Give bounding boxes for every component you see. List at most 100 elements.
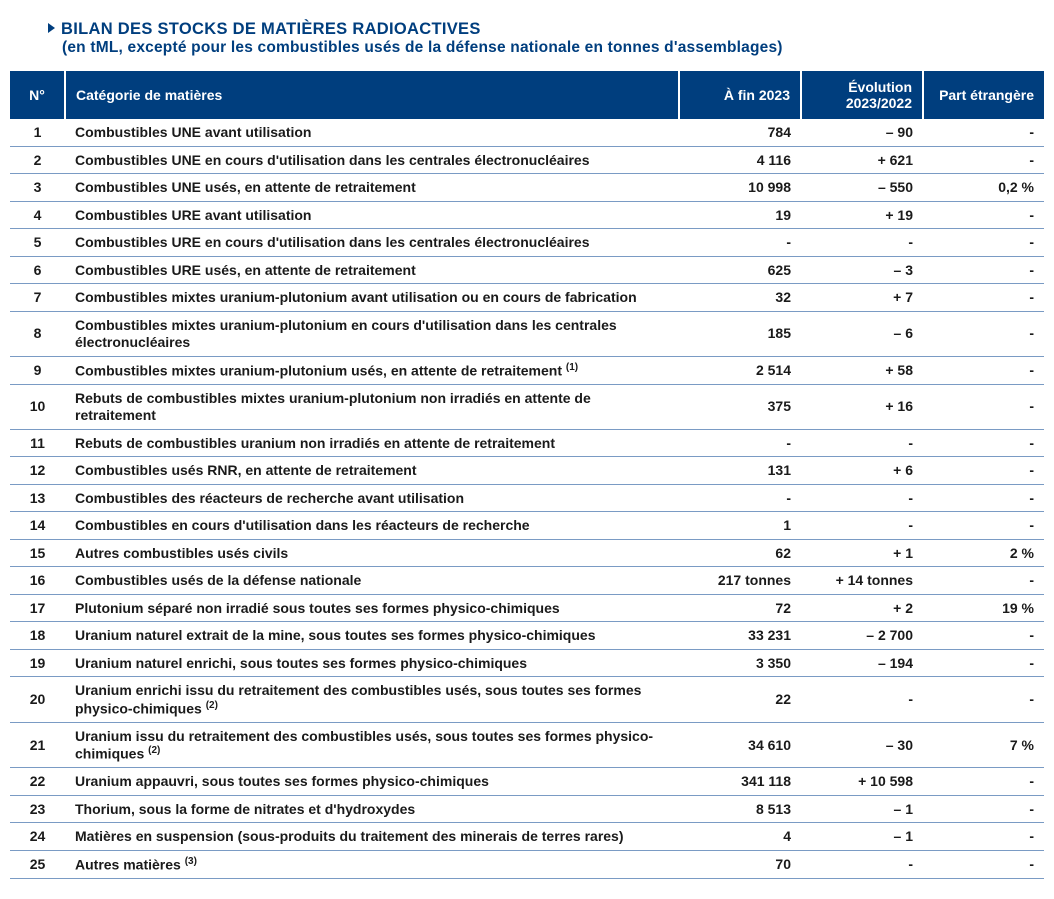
stocks-table: N° Catégorie de matières À fin 2023 Évol…	[10, 71, 1044, 879]
row-category-text: Matières en suspension (sous-produits du…	[75, 828, 624, 844]
row-fin: 4 116	[679, 146, 801, 174]
row-category-text: Combustibles UNE avant utilisation	[75, 124, 311, 140]
triangle-right-icon	[48, 23, 55, 33]
row-fin: 217 tonnes	[679, 567, 801, 595]
row-category: Thorium, sous la forme de nitrates et d'…	[65, 795, 679, 823]
row-category: Combustibles des réacteurs de recherche …	[65, 484, 679, 512]
row-fin: 1	[679, 512, 801, 540]
row-fin: 784	[679, 119, 801, 146]
row-number: 19	[10, 649, 65, 677]
row-number: 14	[10, 512, 65, 540]
row-fin: 8 513	[679, 795, 801, 823]
table-row: 16Combustibles usés de la défense nation…	[10, 567, 1044, 595]
table-title: BILAN DES STOCKS DE MATIÈRES RADIOACTIVE…	[48, 20, 1044, 57]
row-part: -	[923, 384, 1044, 429]
row-category-text: Combustibles URE avant utilisation	[75, 207, 311, 223]
row-evo: -	[801, 512, 923, 540]
row-category: Combustibles usés de la défense national…	[65, 567, 679, 595]
row-category-text: Autres matières	[75, 857, 181, 873]
row-category: Combustibles URE en cours d'utilisation …	[65, 229, 679, 257]
row-part: -	[923, 201, 1044, 229]
row-fin: 19	[679, 201, 801, 229]
col-header-evolution: Évolution 2023/2022	[801, 71, 923, 119]
row-category-text: Rebuts de combustibles uranium non irrad…	[75, 435, 555, 451]
row-evo: + 58	[801, 356, 923, 384]
row-category: Combustibles UNE avant utilisation	[65, 119, 679, 146]
row-category-text: Combustibles URE usés, en attente de ret…	[75, 262, 416, 278]
footnote-marker: (3)	[185, 856, 197, 867]
row-fin: 2 514	[679, 356, 801, 384]
row-category-text: Combustibles mixtes uranium-plutonium av…	[75, 289, 637, 305]
footnote-marker: (2)	[206, 700, 218, 711]
footnote-marker: (2)	[148, 745, 160, 756]
table-row: 21 Uranium issu du retraitement des combu…	[10, 722, 1044, 768]
title-line-1: BILAN DES STOCKS DE MATIÈRES RADIOACTIVE…	[48, 20, 1044, 39]
row-number: 22	[10, 768, 65, 796]
row-part: -	[923, 457, 1044, 485]
table-row: 15Autres combustibles usés civils62+ 12 …	[10, 539, 1044, 567]
row-fin: 625	[679, 256, 801, 284]
row-fin: -	[679, 229, 801, 257]
row-fin: 34 610	[679, 722, 801, 768]
row-part: -	[923, 146, 1044, 174]
title-line-2: (en tML, excepté pour les combustibles u…	[62, 39, 1044, 57]
row-number: 3	[10, 174, 65, 202]
row-category-text: Combustibles URE en cours d'utilisation …	[75, 234, 590, 250]
row-fin: -	[679, 484, 801, 512]
row-category-text: Uranium naturel enrichi, sous toutes ses…	[75, 655, 527, 671]
row-category: Rebuts de combustibles uranium non irrad…	[65, 429, 679, 457]
row-category: Combustibles UNE usés, en attente de ret…	[65, 174, 679, 202]
row-evo: -	[801, 229, 923, 257]
row-number: 24	[10, 823, 65, 851]
row-fin: 62	[679, 539, 801, 567]
row-category-text: Thorium, sous la forme de nitrates et d'…	[75, 801, 415, 817]
row-number: 9	[10, 356, 65, 384]
row-category-text: Plutonium séparé non irradié sous toutes…	[75, 600, 560, 616]
row-category: Combustibles mixtes uranium-plutonium en…	[65, 311, 679, 356]
row-number: 16	[10, 567, 65, 595]
row-evo: + 1	[801, 539, 923, 567]
row-number: 18	[10, 622, 65, 650]
row-category: Combustibles mixtes uranium-plutonium av…	[65, 284, 679, 312]
row-evo: + 7	[801, 284, 923, 312]
row-number: 25	[10, 850, 65, 878]
row-number: 21	[10, 722, 65, 768]
row-fin: 10 998	[679, 174, 801, 202]
row-number: 7	[10, 284, 65, 312]
row-number: 13	[10, 484, 65, 512]
row-part: -	[923, 850, 1044, 878]
table-row: 18Uranium naturel extrait de la mine, so…	[10, 622, 1044, 650]
row-evo: + 16	[801, 384, 923, 429]
col-header-part: Part étrangère	[923, 71, 1044, 119]
row-evo: – 3	[801, 256, 923, 284]
row-fin: 72	[679, 594, 801, 622]
row-number: 5	[10, 229, 65, 257]
row-part: -	[923, 795, 1044, 823]
row-fin: 4	[679, 823, 801, 851]
row-category: Rebuts de combustibles mixtes uranium-pl…	[65, 384, 679, 429]
row-number: 4	[10, 201, 65, 229]
row-category: Uranium enrichi issu du retraitement des…	[65, 677, 679, 723]
table-row: 23Thorium, sous la forme de nitrates et …	[10, 795, 1044, 823]
row-category: Uranium naturel enrichi, sous toutes ses…	[65, 649, 679, 677]
row-part: -	[923, 677, 1044, 723]
row-part: -	[923, 567, 1044, 595]
table-row: 1Combustibles UNE avant utilisation784– …	[10, 119, 1044, 146]
table-row: 6Combustibles URE usés, en attente de re…	[10, 256, 1044, 284]
row-category: Uranium appauvri, sous toutes ses formes…	[65, 768, 679, 796]
row-category: Combustibles en cours d'utilisation dans…	[65, 512, 679, 540]
row-category-text: Uranium issu du retraitement des combust…	[75, 728, 653, 762]
row-evo: + 2	[801, 594, 923, 622]
row-category-text: Rebuts de combustibles mixtes uranium-pl…	[75, 390, 591, 424]
row-part: -	[923, 512, 1044, 540]
row-category: Combustibles URE usés, en attente de ret…	[65, 256, 679, 284]
row-category-text: Combustibles UNE usés, en attente de ret…	[75, 179, 416, 195]
row-part: 7 %	[923, 722, 1044, 768]
row-part: -	[923, 622, 1044, 650]
title-text-1: BILAN DES STOCKS DE MATIÈRES RADIOACTIVE…	[61, 20, 481, 38]
col-header-number: N°	[10, 71, 65, 119]
table-row: 17Plutonium séparé non irradié sous tout…	[10, 594, 1044, 622]
row-fin: 375	[679, 384, 801, 429]
row-part: -	[923, 311, 1044, 356]
col-header-category: Catégorie de matières	[65, 71, 679, 119]
